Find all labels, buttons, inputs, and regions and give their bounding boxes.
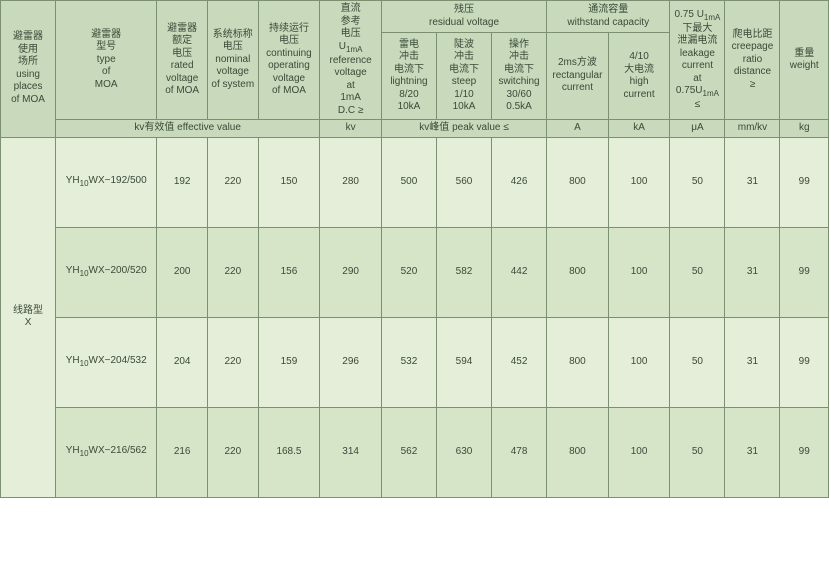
cell-type: YH10WX−204/532 xyxy=(56,317,157,407)
cell-creep: 31 xyxy=(725,137,780,227)
cell-leak: 50 xyxy=(670,317,725,407)
col-type: 避雷器型号typeofMOA xyxy=(56,1,157,120)
cell-type: YH10WX−216/562 xyxy=(56,407,157,497)
cell-rated: 192 xyxy=(157,137,208,227)
cell-wc1: 800 xyxy=(547,317,609,407)
unit-peak: kv峰值 peak value ≤ xyxy=(381,120,546,138)
unit-a: A xyxy=(547,120,609,138)
cell-rated: 204 xyxy=(157,317,208,407)
table-header: 避雷器使用场所usingplacesof MOA 避雷器型号typeofMOA … xyxy=(1,1,829,138)
unit-kg: kg xyxy=(780,120,829,138)
unit-kv: kv xyxy=(320,120,382,138)
cell-wc2: 100 xyxy=(608,317,670,407)
table-row: YH10WX−216/562 216 220 168.5 314 562 630… xyxy=(1,407,829,497)
cell-rv2: 560 xyxy=(436,137,491,227)
cell-wc1: 800 xyxy=(547,227,609,317)
cell-cont: 156 xyxy=(258,227,320,317)
col-nominal: 系统标称电压nominalvoltageof system xyxy=(207,1,258,120)
cell-weight: 99 xyxy=(780,407,829,497)
cell-rv1: 532 xyxy=(381,317,436,407)
cell-rv1: 562 xyxy=(381,407,436,497)
cell-rated: 216 xyxy=(157,407,208,497)
cell-cont: 159 xyxy=(258,317,320,407)
cell-dc: 280 xyxy=(320,137,382,227)
table-body: 线路型X YH10WX−192/500 192 220 150 280 500 … xyxy=(1,137,829,497)
cell-wc2: 100 xyxy=(608,407,670,497)
cell-weight: 99 xyxy=(780,227,829,317)
cell-weight: 99 xyxy=(780,137,829,227)
col-rv-lightning: 雷电冲击电流下lightning8/2010kA xyxy=(381,33,436,120)
moa-spec-table: 避雷器使用场所usingplacesof MOA 避雷器型号typeofMOA … xyxy=(0,0,829,498)
col-weight: 重量weight xyxy=(780,1,829,120)
cell-nominal: 220 xyxy=(207,227,258,317)
cell-nominal: 220 xyxy=(207,317,258,407)
col-rv-steep: 陡波冲击电流下steep1/1010kA xyxy=(436,33,491,120)
cell-rv2: 594 xyxy=(436,317,491,407)
cell-dc: 290 xyxy=(320,227,382,317)
col-dc: 直流参考电压U1mAreferencevoltageat1mAD.C ≥ xyxy=(320,1,382,120)
cell-rv3: 478 xyxy=(492,407,547,497)
cell-dc: 296 xyxy=(320,317,382,407)
cell-cont: 150 xyxy=(258,137,320,227)
cell-type: YH10WX−192/500 xyxy=(56,137,157,227)
rowgroup-label: 线路型X xyxy=(1,137,56,497)
cell-wc2: 100 xyxy=(608,227,670,317)
table-row: YH10WX−204/532 204 220 159 296 532 594 4… xyxy=(1,317,829,407)
unit-ka: kA xyxy=(608,120,670,138)
col-creepage: 爬电比距creepageratiodistance≥ xyxy=(725,1,780,120)
table-row: 线路型X YH10WX−192/500 192 220 150 280 500 … xyxy=(1,137,829,227)
cell-rv1: 520 xyxy=(381,227,436,317)
unit-ua: μA xyxy=(670,120,725,138)
col-residual-voltage: 残压residual voltage xyxy=(381,1,546,33)
cell-cont: 168.5 xyxy=(258,407,320,497)
cell-leak: 50 xyxy=(670,137,725,227)
cell-rv1: 500 xyxy=(381,137,436,227)
cell-creep: 31 xyxy=(725,407,780,497)
unit-effective: kv有效值 effective value xyxy=(56,120,320,138)
col-leakage: 0.75 U1mA下最大泄漏电流leakagecurrentat0.75U1mA… xyxy=(670,1,725,120)
cell-rv3: 442 xyxy=(492,227,547,317)
col-withstand-capacity: 通流容量withstand capacity xyxy=(547,1,670,33)
cell-wc2: 100 xyxy=(608,137,670,227)
cell-nominal: 220 xyxy=(207,137,258,227)
col-places: 避雷器使用场所usingplacesof MOA xyxy=(1,1,56,138)
cell-rv3: 426 xyxy=(492,137,547,227)
cell-dc: 314 xyxy=(320,407,382,497)
col-rated: 避雷器额定电压ratedvoltageof MOA xyxy=(157,1,208,120)
col-rv-switching: 操作冲击电流下switching30/600.5kA xyxy=(492,33,547,120)
cell-creep: 31 xyxy=(725,317,780,407)
cell-nominal: 220 xyxy=(207,407,258,497)
cell-rv2: 630 xyxy=(436,407,491,497)
col-wc-rect: 2ms方波rectangularcurrent xyxy=(547,33,609,120)
cell-weight: 99 xyxy=(780,317,829,407)
cell-wc1: 800 xyxy=(547,137,609,227)
cell-creep: 31 xyxy=(725,227,780,317)
cell-rv3: 452 xyxy=(492,317,547,407)
cell-leak: 50 xyxy=(670,407,725,497)
cell-wc1: 800 xyxy=(547,407,609,497)
col-wc-high: 4/10大电流highcurrent xyxy=(608,33,670,120)
cell-leak: 50 xyxy=(670,227,725,317)
table-row: YH10WX−200/520 200 220 156 290 520 582 4… xyxy=(1,227,829,317)
unit-mmkv: mm/kv xyxy=(725,120,780,138)
cell-type: YH10WX−200/520 xyxy=(56,227,157,317)
col-continuing: 持续运行电压continuingoperatingvoltageof MOA xyxy=(258,1,320,120)
cell-rated: 200 xyxy=(157,227,208,317)
cell-rv2: 582 xyxy=(436,227,491,317)
